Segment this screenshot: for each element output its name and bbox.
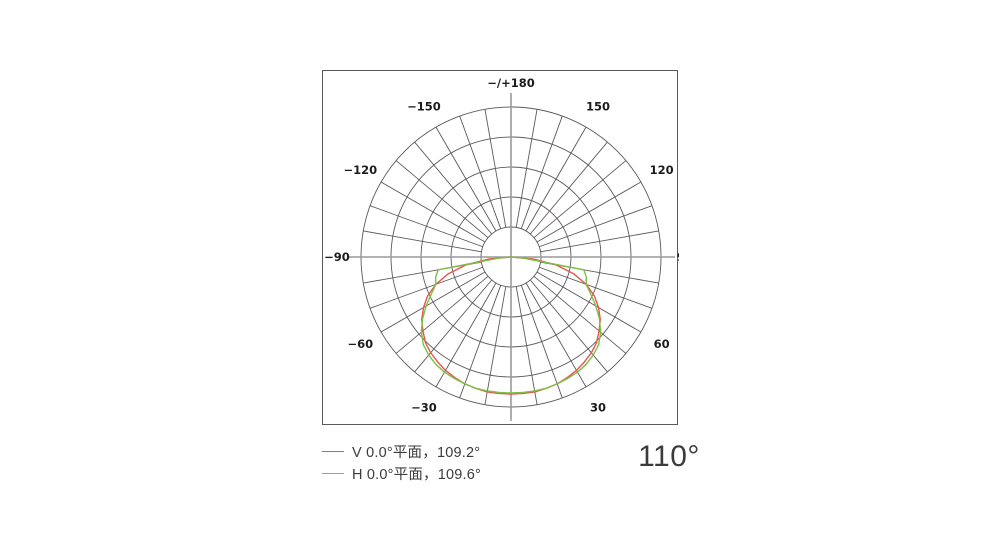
legend-label-v: V 0.0°平面，109.2° — [352, 444, 481, 461]
polar-angle-labels: 0 30 60 90 120 150 −/+180 −150 −120 −90 −60 −30 — [324, 76, 679, 426]
curve-h-plane — [420, 256, 602, 394]
polar-diagram: 0 30 60 90 120 150 −/+180 −150 −120 −90 −60 −30 — [324, 76, 679, 426]
angle-tick-label: 30 — [590, 401, 606, 415]
angle-tick-label: −30 — [411, 401, 437, 415]
legend-label-h: H 0.0°平面，109.6° — [352, 466, 482, 483]
angle-tick-label: −/+180 — [487, 76, 534, 90]
beam-angle-value: 110° — [638, 440, 700, 473]
angle-tick-label: −150 — [407, 99, 441, 113]
legend-item-v: V 0.0°平面，109.2° — [322, 440, 622, 462]
angle-tick-label: 90 — [677, 250, 679, 264]
curve-v-plane — [421, 256, 601, 395]
angle-tick-label: 60 — [654, 337, 670, 351]
angle-tick-label: 0 — [507, 424, 515, 426]
polar-plot-frame: 0 30 60 90 120 150 −/+180 −150 −120 −90 −60 −30 — [322, 70, 679, 426]
legend-swatch-h-icon — [322, 472, 344, 474]
angle-tick-label: −90 — [324, 250, 350, 264]
legend-item-h: H 0.0°平面，109.6° — [322, 462, 622, 484]
legend: V 0.0°平面，109.2° H 0.0°平面，109.6° — [322, 440, 622, 484]
legend-swatch-v-icon — [322, 450, 344, 452]
angle-tick-label: 150 — [586, 99, 610, 113]
polar-curves — [420, 256, 602, 395]
angle-tick-label: −60 — [347, 337, 373, 351]
angle-tick-label: 120 — [650, 163, 674, 177]
angle-tick-label: −120 — [343, 163, 377, 177]
